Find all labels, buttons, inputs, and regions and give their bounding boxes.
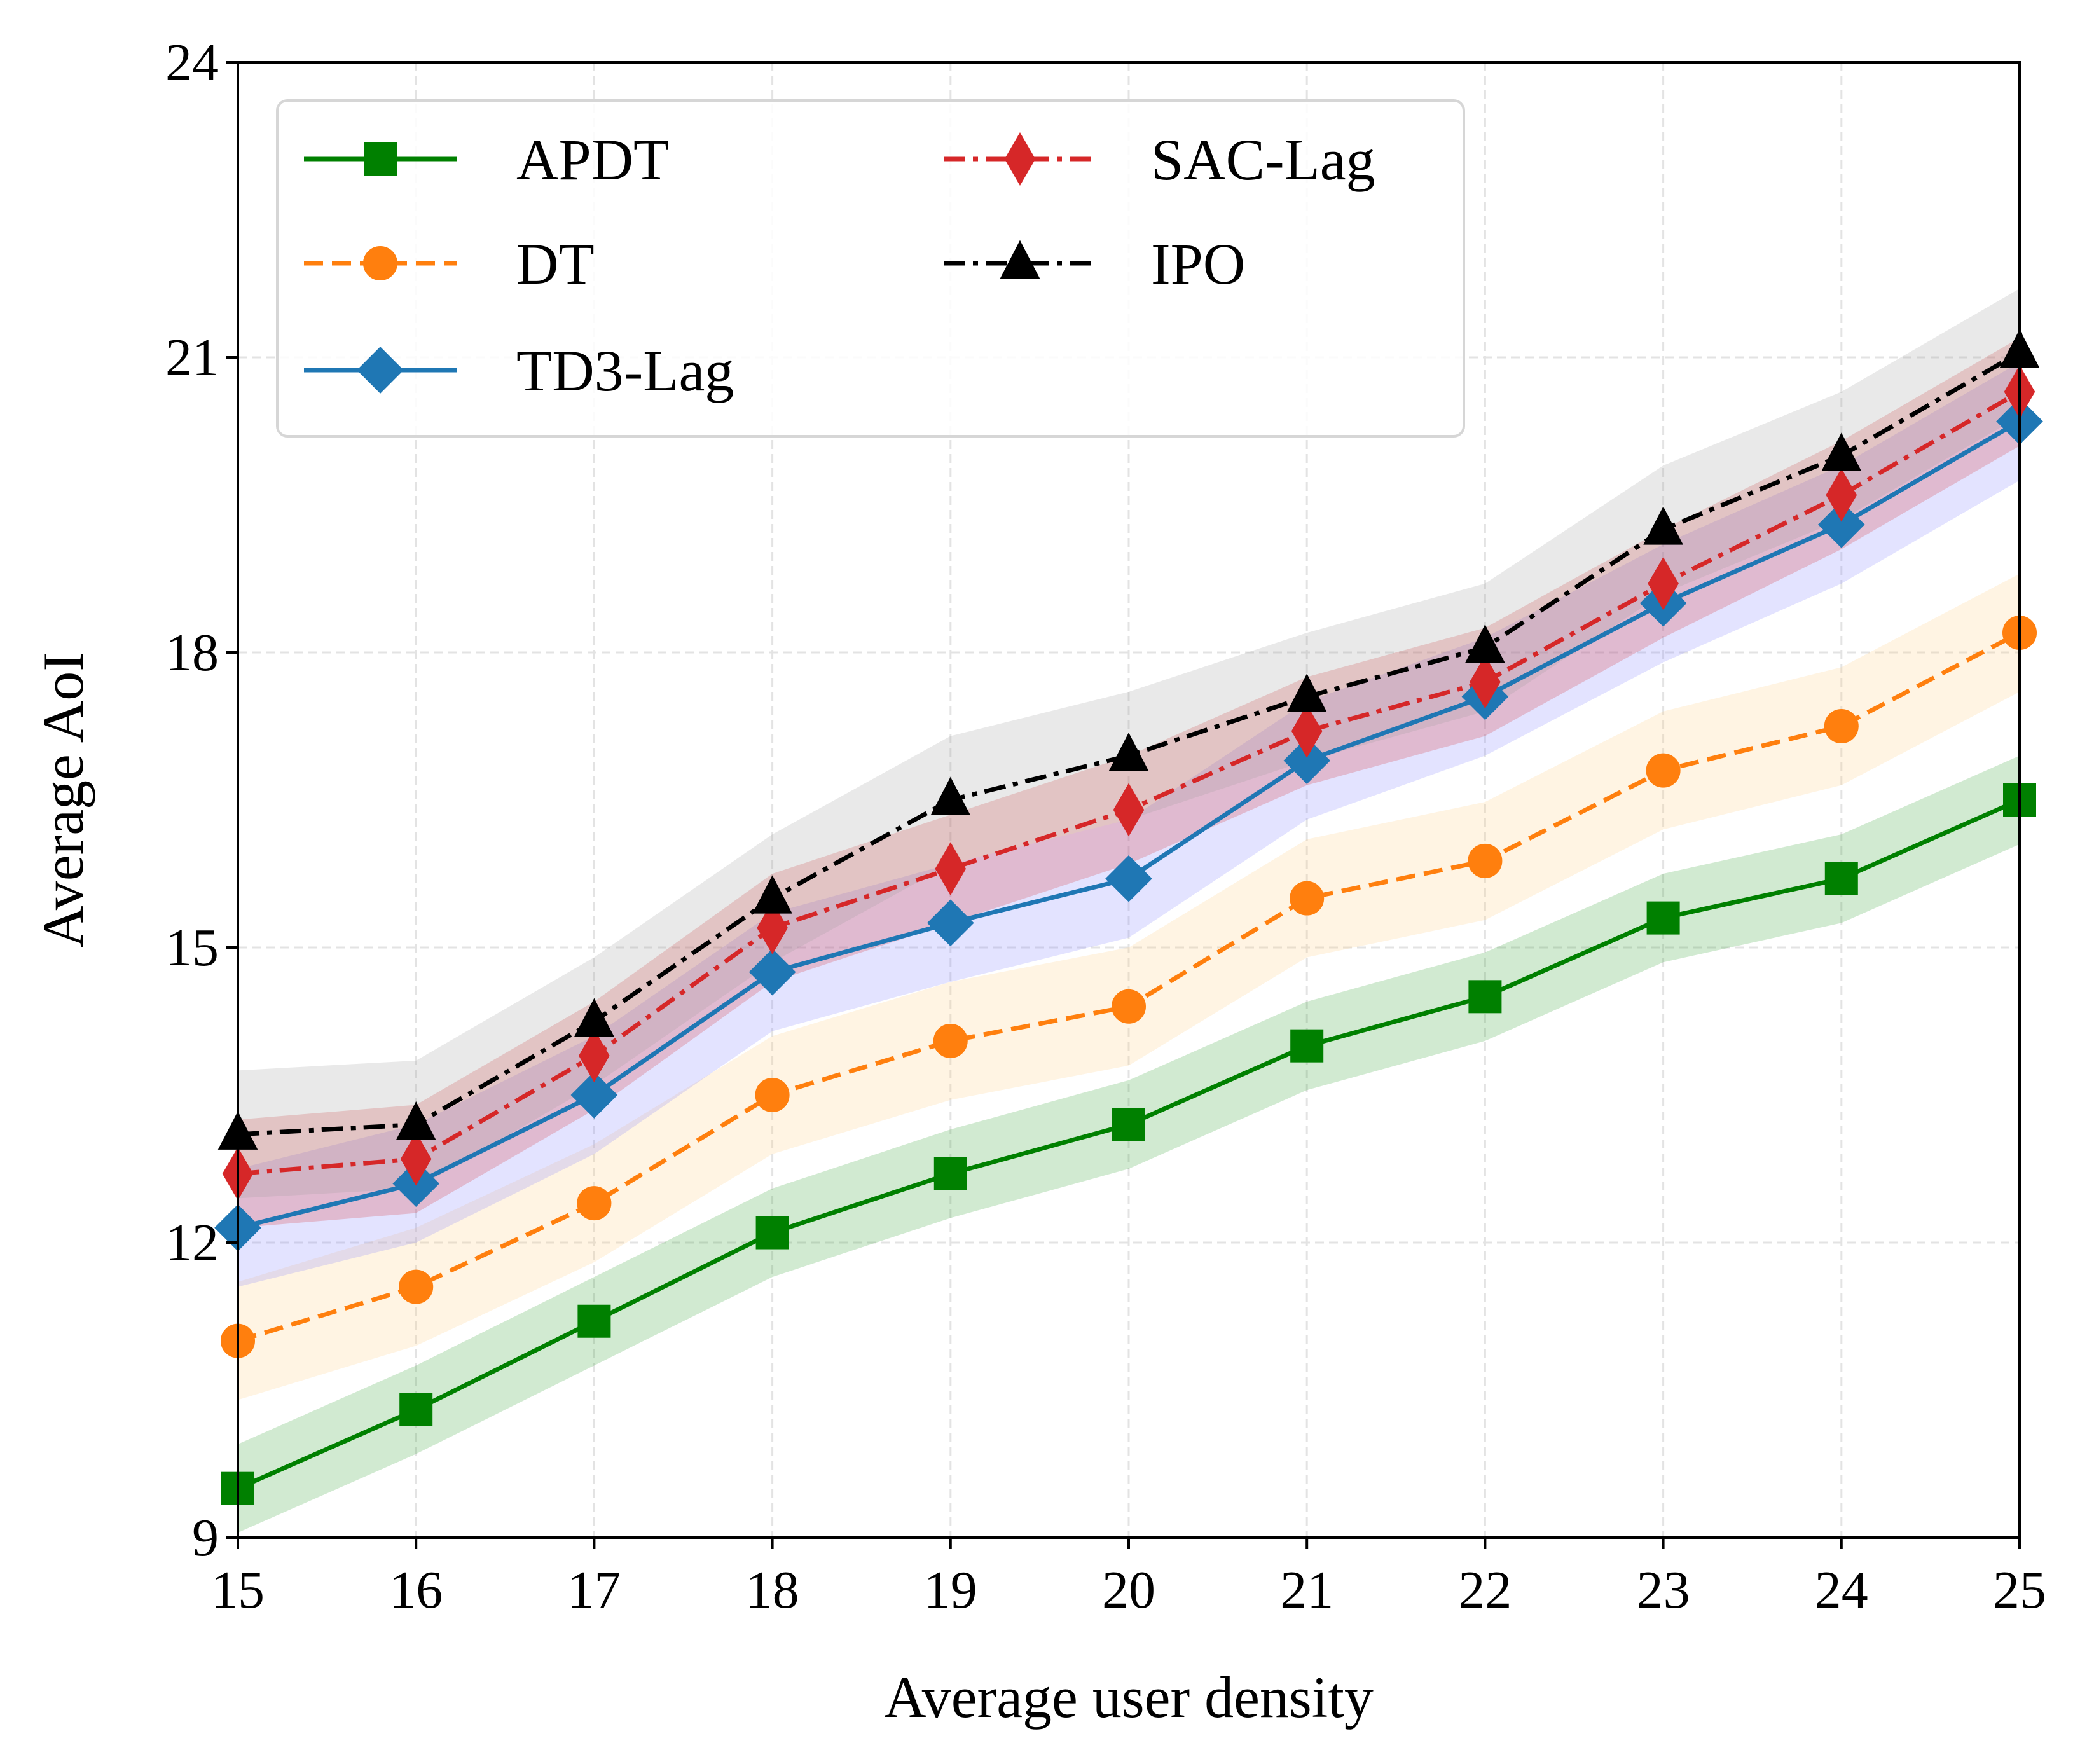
td3-lag-point-24	[1817, 501, 1865, 548]
legend-td3-lag-marker	[357, 347, 404, 394]
apdt-point-17	[577, 1304, 611, 1338]
dt-point-23	[1646, 753, 1681, 788]
axis-ticks: 15 16 17 18 19 20 21 22 23 24 25 9 12 15 18 21 24	[165, 33, 2046, 1620]
legend-apdt-label: APDT	[516, 127, 669, 192]
td3-lag-point-19	[926, 899, 974, 947]
ipo-point-22	[1465, 624, 1505, 663]
x-tick-label-15: 15	[211, 1561, 265, 1620]
dt-band	[238, 574, 2020, 1400]
y-tick-label-24: 24	[165, 33, 219, 92]
x-tick-label-21: 21	[1280, 1561, 1333, 1620]
ipo-point-18	[752, 875, 792, 914]
sac-lag-point-18	[757, 901, 788, 955]
x-tick-label-16: 16	[389, 1561, 443, 1620]
y-tick-label-12: 12	[165, 1213, 219, 1272]
dt-point-16	[399, 1269, 434, 1304]
x-axis-label: Average user density	[884, 1665, 1374, 1730]
sac-lag-point-21	[1291, 704, 1323, 758]
td3-lag-point-18	[748, 948, 796, 996]
legend-td3-lag-label: TD3-Lag	[516, 338, 734, 403]
dt-point-17	[577, 1186, 612, 1221]
x-tick-label-22: 22	[1458, 1561, 1512, 1620]
sac-lag-point-22	[1470, 655, 1501, 709]
apdt-point-22	[1468, 980, 1502, 1014]
apdt-point-21	[1290, 1029, 1324, 1063]
apdt-point-16	[399, 1393, 433, 1426]
legend-dt-label: DT	[516, 231, 595, 296]
x-tick-label-19: 19	[924, 1561, 977, 1620]
dt-point-18	[755, 1078, 790, 1112]
apdt-point-23	[1646, 901, 1680, 935]
x-tick-label-17: 17	[567, 1561, 621, 1620]
legend-dt-marker	[363, 246, 397, 280]
ipo-point-24	[1821, 432, 1862, 471]
ipo-point-16	[396, 1101, 436, 1140]
x-tick-label-18: 18	[746, 1561, 799, 1620]
apdt-point-18	[755, 1216, 789, 1250]
y-axis-label: Average AoI	[31, 652, 95, 948]
legend-apdt-marker	[364, 142, 397, 176]
ipo-point-17	[574, 998, 614, 1037]
sac-lag-point-16	[400, 1132, 432, 1186]
series-markers	[214, 329, 2043, 1505]
ipo-line	[237, 350, 2021, 1137]
apdt-point-24	[1824, 862, 1858, 895]
legend-sac-lag-label: SAC-Lag	[1151, 127, 1375, 192]
x-tick-label-20: 20	[1102, 1561, 1155, 1620]
x-tick-label-25: 25	[1993, 1561, 2046, 1620]
y-tick-label-15: 15	[165, 918, 219, 977]
apdt-point-19	[933, 1157, 967, 1190]
ipo-point-21	[1286, 673, 1327, 712]
sac-lag-point-19	[935, 842, 967, 896]
sac-lag-point-23	[1648, 556, 1679, 610]
y-tick-label-21: 21	[165, 328, 219, 387]
legend-ipo-label: IPO	[1151, 231, 1245, 296]
legend-ipo-marker	[1000, 240, 1040, 279]
td3-lag-point-20	[1105, 855, 1152, 902]
y-tick-label-18: 18	[165, 623, 219, 682]
legend-sac-lag-marker	[1004, 132, 1036, 186]
ipo-point-23	[1643, 506, 1683, 545]
dt-point-21	[1290, 881, 1325, 916]
y-tick-label-9: 9	[192, 1508, 219, 1568]
legend: APDT DT TD3-Lag SAC-Lag IPO	[276, 99, 1465, 438]
sac-lag-point-24	[1826, 468, 1857, 522]
ipo-point-19	[930, 776, 971, 815]
sac-lag-point-17	[579, 1029, 610, 1083]
sac-lag-band	[238, 338, 2020, 1228]
x-tick-label-24: 24	[1815, 1561, 1868, 1620]
legend-box	[276, 99, 1465, 438]
apdt-point-20	[1112, 1108, 1145, 1141]
dt-point-24	[1824, 709, 1859, 743]
dt-point-22	[1468, 843, 1503, 878]
dt-point-20	[1112, 989, 1146, 1024]
dt-point-19	[933, 1023, 968, 1058]
td3-lag-point-17	[570, 1071, 618, 1119]
td3-lag-point-21	[1283, 737, 1331, 784]
sac-lag-point-20	[1113, 783, 1145, 837]
apdt-band	[238, 755, 2020, 1533]
x-tick-label-23: 23	[1637, 1561, 1690, 1620]
ipo-point-20	[1108, 733, 1149, 771]
